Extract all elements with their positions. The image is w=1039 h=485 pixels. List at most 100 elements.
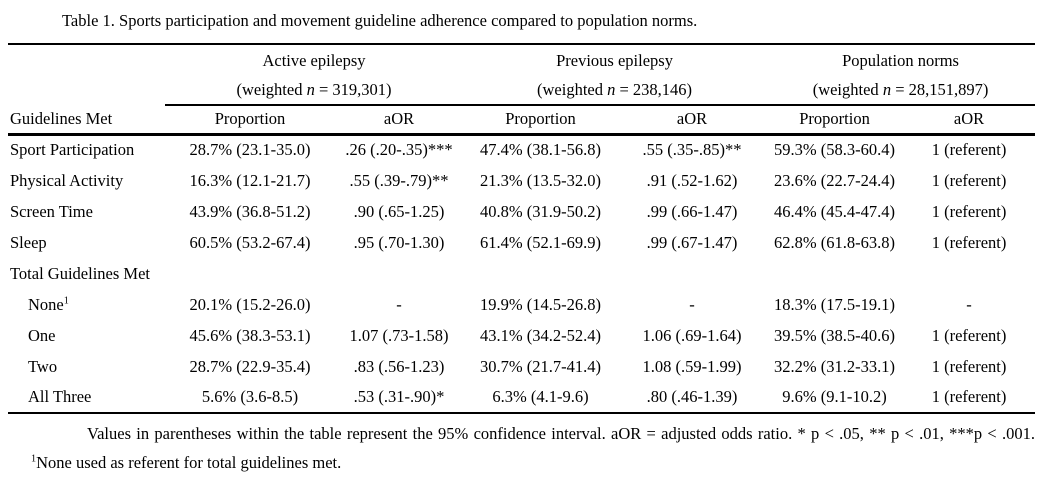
row-label: One	[8, 320, 165, 351]
cell: 1 (referent)	[931, 140, 1007, 160]
cell: 46.4% (45.4-47.4)	[774, 201, 896, 221]
cell: 9.6% (9.1-10.2)	[766, 382, 904, 414]
cell: .80 (.46-1.39)	[618, 382, 767, 414]
cell: .53 (.31-.90)*	[335, 382, 464, 414]
row-label-text: Screen Time	[10, 201, 93, 221]
table-title: Table 1. Sports participation and moveme…	[62, 11, 698, 30]
cell: 1.07 (.73-1.58)	[349, 325, 449, 345]
corner-cell	[8, 43, 165, 105]
cell: .99 (.66-1.47)	[646, 201, 738, 221]
row-label-text: One	[28, 325, 56, 345]
cell: 45.6% (38.3-53.1)	[189, 325, 311, 345]
row-label-text: Total Guidelines Met	[10, 263, 150, 283]
group-header-population-norms: Population norms (weighted n = 28,151,89…	[766, 43, 1036, 106]
n-variable: n	[882, 80, 892, 99]
cell: .26 (.20-.35)***	[345, 140, 453, 160]
cell: .83 (.56-1.23)	[353, 356, 445, 376]
row-label-text: Physical Activity	[10, 170, 124, 190]
table-row: Sleep 60.5% (53.2-67.4) .95 (.70-1.30) 61.4…	[8, 227, 1035, 258]
cell: 19.9% (14.5-26.8)	[480, 294, 601, 314]
weighted-prefix: (weighted	[236, 80, 307, 99]
table-row: All Three 5.6% (3.6-8.5) .53 (.31-.90)* 6.3…	[8, 382, 1036, 414]
table-footnote: Values in parentheses within the table r…	[31, 419, 1035, 477]
cell: 23.6% (22.7-24.4)	[774, 170, 896, 190]
cell: 16.3% (12.1-21.7)	[189, 170, 311, 190]
cell: 60.5% (53.2-67.4)	[189, 232, 311, 252]
cell: 18.3% (17.5-19.1)	[774, 294, 896, 314]
cell: 39.5% (38.5-40.6)	[774, 325, 896, 345]
footnote-superscript: 1	[31, 453, 37, 465]
group-weighted-n: (weighted n = 28,151,897)	[766, 75, 1035, 103]
group-name: Population norms	[842, 51, 959, 70]
cell: -	[966, 294, 972, 314]
table-row: Physical Activity 16.3% (12.1-21.7) .55 (.…	[8, 165, 1035, 196]
cell: 40.8% (31.9-50.2)	[480, 201, 601, 221]
cell: 1 (referent)	[931, 325, 1007, 345]
cell	[335, 258, 463, 289]
cell: 30.7% (21.7-41.4)	[480, 356, 601, 376]
table-head: Active epilepsy (weighted n = 319,301) P…	[8, 43, 1036, 136]
cell: .55 (.35-.85)**	[642, 140, 742, 160]
cell: 1 (referent)	[931, 232, 1007, 252]
weighted-suffix: = 319,301)	[314, 80, 392, 99]
cell: .99 (.67-1.47)	[646, 232, 738, 252]
cell: 28.7% (22.9-35.4)	[189, 356, 311, 376]
col-header-proportion-3: Proportion	[766, 105, 904, 136]
table-body: Sport Participation 28.7% (23.1-35.0) .26 …	[8, 134, 1036, 414]
group-header-previous-epilepsy: Previous epilepsy (weighted n = 238,146)	[463, 43, 767, 106]
row-label: Sleep	[8, 227, 165, 258]
col-header-aor-3: aOR	[903, 105, 1036, 136]
weighted-suffix: = 28,151,897)	[891, 80, 989, 99]
table-row: One 45.6% (38.3-53.1) 1.07 (.73-1.58) 43.1%…	[8, 320, 1035, 351]
weighted-suffix: = 238,146)	[615, 80, 693, 99]
row-label-text: Sport Participation	[10, 140, 135, 160]
cell: 1.06 (.69-1.64)	[642, 325, 742, 345]
row-header-guidelines-met: Guidelines Met	[8, 105, 165, 136]
cell: 5.6% (3.6-8.5)	[165, 382, 335, 414]
cell	[463, 258, 618, 289]
footnote-text: Values in parentheses within the table r…	[87, 424, 1035, 443]
col-header-aor-2: aOR	[618, 105, 767, 136]
cell: 43.1% (34.2-52.4)	[480, 325, 601, 345]
col-header-proportion-2: Proportion	[463, 105, 619, 136]
section-row: Total Guidelines Met	[8, 258, 1035, 289]
row-label: None1	[8, 289, 165, 320]
cell: 59.3% (58.3-60.4)	[774, 140, 896, 160]
row-label-text: Sleep	[10, 232, 47, 252]
group-name: Active epilepsy	[262, 51, 366, 70]
cell: 28.7% (23.1-35.0)	[189, 140, 311, 160]
row-label: All Three	[8, 382, 165, 414]
n-variable: n	[607, 80, 616, 99]
cell: .91 (.52-1.62)	[646, 170, 738, 190]
cell: .95 (.70-1.30)	[353, 232, 445, 252]
col-header-proportion-1: Proportion	[165, 105, 335, 136]
weighted-prefix: (weighted	[537, 80, 608, 99]
row-label-text: None	[28, 294, 64, 314]
cell: 1 (referent)	[903, 382, 1036, 414]
row-label: Two	[8, 351, 165, 382]
row-label-text: All Three	[28, 387, 92, 406]
column-header-row: Guidelines Met Proportion aOR Proportion…	[8, 105, 1036, 136]
footnote-text-continued: None used as referent for total guidelin…	[36, 453, 342, 472]
cell: 1 (referent)	[931, 170, 1007, 190]
col-header-aor-1: aOR	[335, 105, 464, 136]
cell: -	[396, 294, 402, 314]
cell	[165, 258, 335, 289]
table-row: Screen Time 43.9% (36.8-51.2) .90 (.65-1.2…	[8, 196, 1035, 227]
table-row: None1 20.1% (15.2-26.0) - 19.9% (14.5-26.8)…	[8, 289, 1035, 320]
section-label: Total Guidelines Met	[8, 258, 165, 289]
weighted-prefix: (weighted	[812, 80, 883, 99]
cell: 32.2% (31.2-33.1)	[774, 356, 896, 376]
group-weighted-n: (weighted n = 238,146)	[463, 75, 766, 103]
group-header-active-epilepsy: Active epilepsy (weighted n = 319,301)	[165, 43, 464, 106]
cell: 20.1% (15.2-26.0)	[189, 294, 311, 314]
cell: 47.4% (38.1-56.8)	[480, 140, 601, 160]
cell: 1.08 (.59-1.99)	[642, 356, 742, 376]
cell: 6.3% (4.1-9.6)	[463, 382, 619, 414]
cell: 43.9% (36.8-51.2)	[189, 201, 311, 221]
n-variable: n	[306, 80, 315, 99]
cell: 62.8% (61.8-63.8)	[774, 232, 896, 252]
cell: -	[689, 294, 695, 314]
group-header-row: Active epilepsy (weighted n = 319,301) P…	[8, 43, 1036, 106]
